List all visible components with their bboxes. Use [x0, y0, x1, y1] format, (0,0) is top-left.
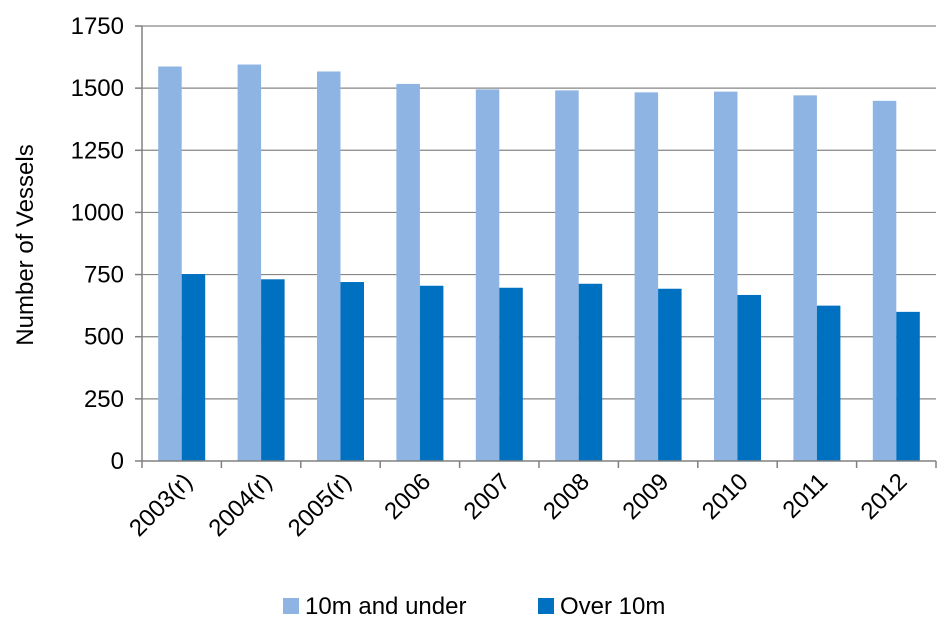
bar-over-ten-m	[896, 311, 920, 461]
bar-ten-m-and-under	[714, 91, 738, 461]
x-tick-label: 2009	[617, 468, 674, 525]
x-tick-label: 2007	[459, 468, 516, 525]
bar-ten-m-and-under	[317, 71, 341, 461]
x-tick-label: 2006	[379, 468, 436, 525]
x-tick-label: 2005(r)	[283, 468, 357, 542]
bar-ten-m-and-under	[872, 100, 897, 461]
x-tick-label: 2011	[778, 468, 834, 524]
axes	[141, 26, 936, 462]
bar-ten-m-and-under	[634, 92, 659, 462]
bars	[158, 64, 920, 462]
bar-ten-m-and-under	[475, 89, 500, 461]
x-tick-labels: 2003(r) 2004(r) 2005(r) 2006 2007 2008 2009 201…	[124, 468, 912, 542]
y-axis-title: Number of Vessels	[12, 144, 39, 345]
bar-over-ten-m	[419, 285, 444, 461]
y-tick-label: 0	[111, 448, 124, 475]
y-tick-label: 750	[84, 262, 124, 289]
legend-swatch	[283, 598, 299, 614]
y-tick-label: 1250	[71, 137, 124, 164]
y-tick-label: 1000	[71, 199, 124, 226]
x-tick-label: 2010	[697, 468, 754, 525]
bar-ten-m-and-under	[555, 90, 579, 461]
bar-ten-m-and-under	[793, 95, 817, 461]
bar-ten-m-and-under	[237, 64, 262, 462]
y-tick-label: 1500	[71, 75, 124, 102]
bar-ten-m-and-under	[158, 66, 182, 461]
y-tick-label: 1750	[71, 13, 124, 40]
legend: 10m and under Over 10m	[283, 593, 665, 620]
bar-over-ten-m	[737, 294, 761, 461]
bar-ten-m-and-under	[396, 83, 420, 461]
bar-over-ten-m	[578, 283, 603, 461]
x-tick-label: 2008	[538, 468, 595, 525]
legend-label: Over 10m	[560, 593, 665, 620]
bar-over-ten-m	[340, 282, 364, 461]
y-tick-labels: 0 250 500 750 1000 1250 1500 1750	[71, 13, 124, 475]
y-tick-label: 250	[84, 386, 124, 413]
bar-over-ten-m	[181, 274, 206, 461]
bar-over-ten-m	[261, 279, 285, 461]
x-tick-label: 2012	[856, 468, 913, 525]
legend-label: 10m and under	[305, 593, 466, 620]
y-tick-label: 500	[84, 324, 124, 351]
bar-over-ten-m	[816, 305, 841, 461]
legend-swatch	[538, 598, 554, 614]
bar-over-ten-m	[658, 288, 682, 461]
x-tick-label: 2004(r)	[204, 468, 278, 542]
x-tick-label: 2003(r)	[124, 468, 198, 542]
bar-over-ten-m	[499, 287, 523, 461]
